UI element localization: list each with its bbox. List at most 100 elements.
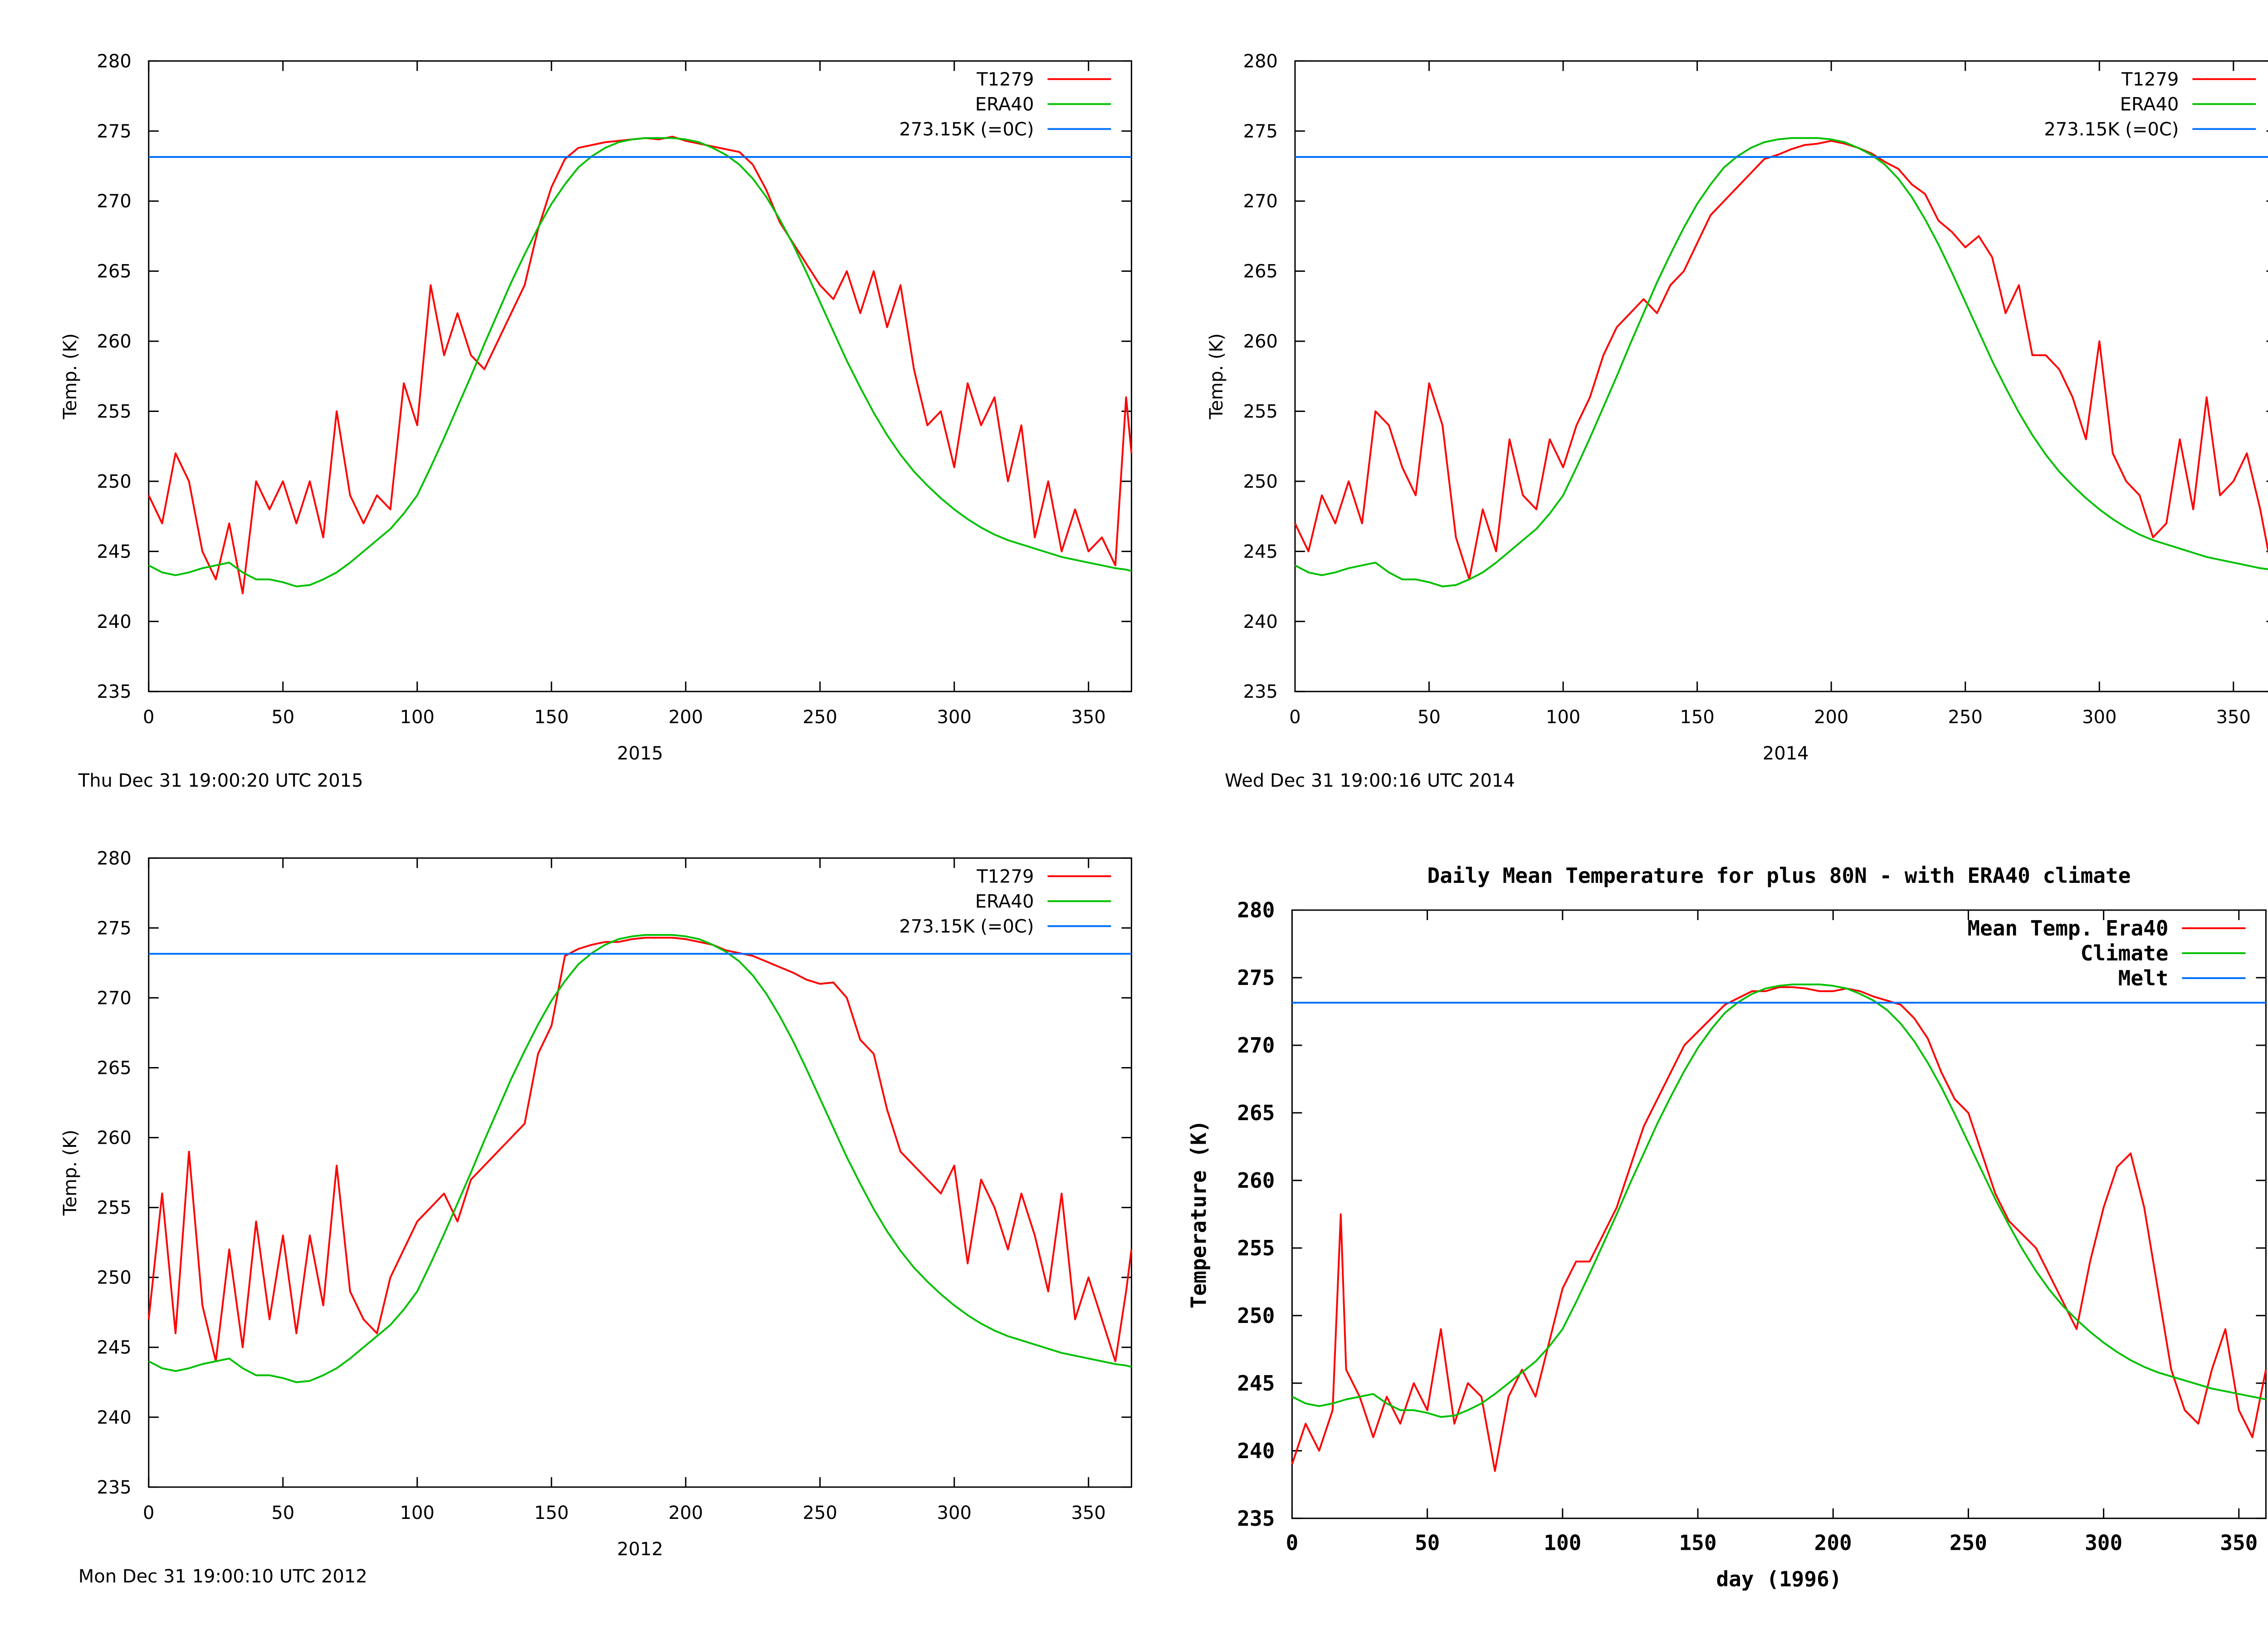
x-tick-label: 300 [937,707,972,728]
y-tick-label: 275 [97,918,131,939]
plot-frame [148,60,1132,692]
y-tick-label: 270 [97,191,131,212]
timestamp-label: Thu Dec 31 19:00:20 UTC 2015 [78,770,363,791]
y-tick-label: 255 [1237,1236,1275,1260]
y-tick-label: 265 [97,1058,131,1078]
chart-panel-3: 235 240 245 250 255 260 265 270 275 280 0 50 100 150 2… [60,848,1133,1587]
y-tick-label: 265 [97,261,131,282]
series-line-t1279 [147,936,1133,1362]
legend-label: 273.15K (=0C) [899,119,1034,140]
y-tick-label: 260 [1237,1168,1275,1193]
y-tick-label: 235 [97,1477,131,1498]
timestamp-label: Wed Dec 31 19:00:16 UTC 2014 [1225,770,1515,791]
y-tick-label: 245 [97,541,131,562]
series-line-mean-temp-era40 [1291,986,2267,1472]
x-tick-label: 200 [669,1503,703,1523]
x-tick-label: 300 [2082,707,2116,728]
legend-label: T1279 [976,69,1034,90]
x-axis-label: day (1996) [1716,1567,1842,1592]
x-tick-label: 0 [143,1503,154,1523]
x-tick-label: 150 [534,1503,569,1523]
x-tick-label: 250 [1948,707,1983,728]
x-tick-label: 200 [1814,707,1848,728]
y-tick-label: 245 [1243,541,1278,562]
legend-label: 273.15K (=0C) [899,916,1034,937]
x-tick-label: 350 [1071,707,1106,728]
y-tick-label: 255 [97,1198,131,1219]
y-tick-label: 275 [1243,121,1278,142]
y-tick-label: 240 [1243,612,1278,632]
x-tick-label: 50 [1418,707,1441,728]
legend-label: T1279 [2121,69,2179,90]
y-tick-label: 250 [97,1268,131,1288]
x-tick-label: 350 [2216,707,2251,728]
legend-label: 273.15K (=0C) [2044,119,2179,140]
x-tick-label: 150 [1680,707,1714,728]
series-line-era40 [148,137,1132,588]
y-tick-label: 280 [97,848,131,869]
y-tick-label: 260 [97,331,131,352]
legend-label: ERA40 [975,94,1034,115]
y-tick-label: 255 [1243,402,1278,422]
y-tick-label: 235 [1243,681,1278,702]
plot-frame [1291,909,2267,1519]
series-line-climate [1291,983,2266,1418]
x-tick-label: 0 [1289,707,1300,728]
y-tick-label: 240 [97,1407,131,1428]
x-axis-label: 2012 [617,1539,663,1560]
y-tick-label: 260 [1243,331,1278,352]
chart-panel-4: 235 240 245 250 255 260 265 270 275 280 0 50 100 150 2… [1186,863,2267,1592]
y-tick-label: 275 [1237,965,1275,990]
y-tick-label: 250 [97,471,131,492]
y-tick-label: 235 [1237,1506,1275,1531]
x-tick-label: 250 [803,707,837,728]
x-tick-label: 350 [2220,1531,2258,1555]
legend-label: ERA40 [2120,94,2179,115]
y-tick-label: 250 [1243,471,1278,492]
x-tick-label: 50 [1415,1531,1440,1555]
x-tick-label: 250 [1950,1531,1987,1555]
timestamp-label: Mon Dec 31 19:00:10 UTC 2012 [78,1566,367,1587]
legend-label: Mean Temp. Era40 [1967,916,2168,940]
x-tick-label: 250 [803,1503,837,1523]
x-tick-label: 350 [1071,1503,1106,1523]
y-axis-label: Temp. (K) [60,1130,81,1216]
y-tick-label: 270 [97,988,131,1009]
y-tick-label: 280 [97,51,131,72]
series-line-t1279 [147,136,1133,594]
y-tick-label: 265 [1237,1101,1275,1125]
y-tick-label: 280 [1243,51,1278,72]
x-tick-label: 200 [1814,1531,1852,1555]
x-axis-label: 2015 [617,743,663,764]
legend-label: Melt [2118,966,2169,990]
x-tick-label: 300 [2085,1531,2122,1555]
x-tick-label: 100 [1546,707,1580,728]
x-tick-label: 0 [1286,1531,1299,1555]
x-axis-label: 2014 [1763,743,1809,764]
chart-panel-1: 235 240 245 250 255 260 265 270 275 280 0 50 100 150 2… [60,51,1133,791]
series-line-era40 [148,934,1132,1383]
legend-label: T1279 [976,866,1034,887]
x-tick-label: 50 [271,1503,294,1523]
y-tick-label: 255 [97,402,131,422]
y-axis-label: Temperature (K) [1186,1120,1211,1308]
x-tick-label: 150 [1679,1531,1716,1555]
y-tick-label: 280 [1237,898,1275,922]
y-tick-label: 245 [1237,1371,1275,1396]
y-tick-label: 270 [1243,191,1278,212]
y-axis-label: Temp. (K) [1206,333,1227,420]
x-tick-label: 0 [143,707,154,728]
chart-panel-2: 235 240 245 250 255 260 265 270 275 280 0 50 100 150 2… [1206,51,2268,791]
x-tick-label: 100 [400,1503,435,1523]
y-tick-label: 245 [97,1337,131,1358]
legend-label: ERA40 [975,891,1034,912]
y-tick-label: 275 [97,121,131,142]
y-tick-label: 240 [1237,1439,1275,1463]
x-tick-label: 100 [400,707,435,728]
y-tick-label: 250 [1237,1303,1275,1328]
y-axis-label: Temp. (K) [60,333,81,420]
plot-frame [1294,60,2268,692]
y-tick-label: 260 [97,1128,131,1149]
x-tick-label: 300 [937,1503,972,1523]
